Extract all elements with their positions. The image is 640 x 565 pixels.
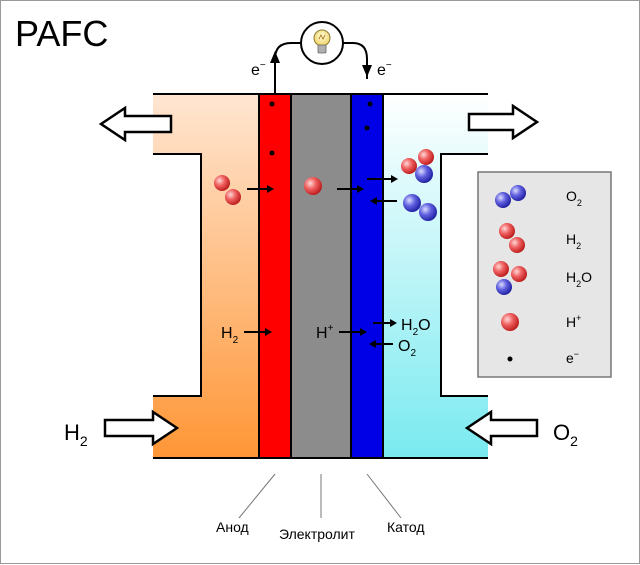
electron-label-left: e−: [251, 60, 266, 79]
legend-h2o-label: H2O: [566, 269, 592, 289]
electron-dot: [364, 125, 370, 131]
electrolyte: [290, 93, 352, 459]
electrolyte-label: Электролит: [279, 526, 356, 542]
h-plus-ion: [304, 177, 322, 195]
anode-h2-label: H2: [221, 325, 239, 346]
circuit-wire-left: [274, 42, 301, 94]
arrow-icon: [267, 185, 274, 193]
anode-label: Анод: [216, 519, 249, 535]
anode-electrode: [258, 93, 292, 459]
h-plus-label: H+: [316, 323, 334, 342]
arrow-icon: [265, 328, 272, 336]
cathode-o2-label: O2: [398, 338, 416, 359]
light-bulb-icon: [313, 29, 331, 54]
legend-o2-label: O2: [566, 188, 582, 208]
title: PAFC: [15, 13, 108, 54]
electron-flow-up-arrow: [270, 51, 280, 63]
o2-molecule: [403, 194, 437, 221]
arrow-icon: [369, 340, 376, 348]
o2-inlet-label: O2: [553, 420, 578, 449]
arrow-icon: [357, 185, 364, 193]
electron-dot: [269, 150, 275, 156]
anode-gas-chamber: [153, 94, 259, 458]
h2-molecule: [214, 175, 241, 205]
cathode-leader-line: [366, 473, 402, 519]
anode-inner-edge: [153, 153, 202, 397]
legend-h2o-icon: [493, 261, 527, 295]
arrow-icon: [390, 319, 397, 327]
arrow-icon: [391, 175, 398, 183]
cathode-electrode: [350, 93, 384, 459]
cathode-h2o-label: H2O: [401, 317, 431, 338]
h2-inlet-arrow-icon: [103, 409, 180, 447]
cathode-gas-chamber: [383, 94, 488, 458]
electron-dot: [269, 101, 275, 107]
legend-electron-label: e−: [566, 349, 579, 366]
legend-hplus-label: H+: [566, 313, 581, 330]
cathode-exhaust-arrow-icon: [467, 103, 540, 141]
legend-o2-icon: [495, 185, 526, 208]
h2-inlet-label: H2: [64, 420, 88, 449]
legend-h2-label: H2: [566, 231, 581, 251]
legend-hplus-icon: [501, 313, 519, 331]
circuit-wire-right: [343, 42, 368, 79]
anode-exhaust-arrow-icon: [98, 105, 173, 143]
o2-inlet-arrow-icon: [464, 409, 539, 447]
legend-electron-icon: [507, 356, 513, 362]
legend-h2-icon: [499, 223, 525, 253]
electron-flow-down-arrow: [362, 65, 372, 77]
arrow-icon: [360, 328, 367, 336]
cathode-inner-edge: [440, 153, 488, 397]
electron-label-right: e−: [377, 60, 392, 79]
cathode-label: Катод: [387, 519, 425, 535]
anode-leader-line: [238, 473, 276, 519]
arrow-icon: [370, 197, 377, 205]
h2o-molecule: [401, 149, 434, 183]
electron-dot: [367, 101, 373, 107]
